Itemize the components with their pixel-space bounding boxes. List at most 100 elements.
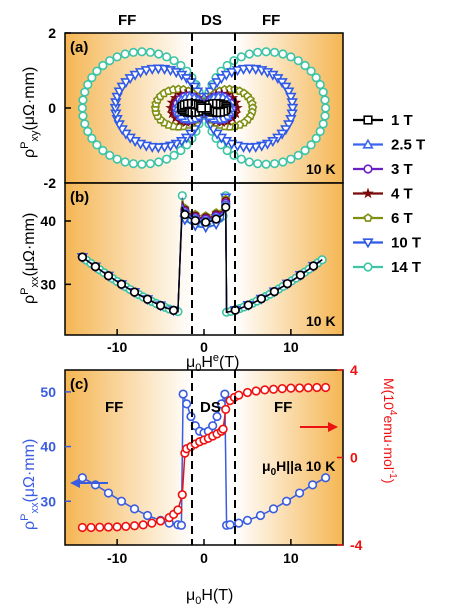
data-point bbox=[186, 411, 196, 422]
data-point bbox=[140, 66, 152, 77]
data-point bbox=[226, 139, 238, 150]
panel-a-ytick-2: 2 bbox=[48, 25, 56, 41]
data-point bbox=[244, 157, 254, 167]
data-point bbox=[169, 150, 179, 160]
data-point bbox=[269, 47, 280, 57]
legend-label: 1 T bbox=[391, 112, 413, 129]
data-point bbox=[286, 98, 298, 109]
data-point bbox=[221, 404, 231, 414]
panel-a-label: (a) bbox=[70, 39, 88, 56]
panel-c-ytick-left-label: 50 bbox=[40, 384, 56, 400]
data-point bbox=[280, 82, 292, 93]
data-point bbox=[229, 150, 239, 160]
data-point bbox=[162, 52, 172, 62]
legend-marker bbox=[363, 262, 373, 272]
data-point bbox=[237, 142, 250, 153]
panel-c-ylabel-left: ρPxx(μΩ·mm) bbox=[19, 439, 41, 530]
panel-c-label: (c) bbox=[70, 376, 88, 393]
data-point bbox=[269, 287, 279, 297]
data-point bbox=[236, 154, 246, 164]
panel-c-region-ff-left: FF bbox=[105, 399, 123, 416]
panel-c-region-ds: DS bbox=[200, 399, 221, 416]
data-point bbox=[120, 157, 130, 167]
data-point bbox=[220, 137, 233, 148]
data-point bbox=[211, 78, 223, 89]
data-point bbox=[177, 490, 187, 500]
data-point bbox=[105, 56, 115, 66]
data-point bbox=[176, 520, 187, 530]
data-point bbox=[128, 47, 139, 57]
data-point bbox=[145, 159, 155, 169]
data-point bbox=[312, 382, 322, 393]
data-point bbox=[308, 261, 319, 271]
data-point bbox=[215, 74, 228, 85]
panel-c-ytick-left-label: 40 bbox=[40, 439, 56, 455]
panel-c-xtick-label: 10 bbox=[283, 550, 299, 566]
data-point bbox=[87, 133, 97, 144]
data-point bbox=[95, 522, 105, 532]
data-point bbox=[237, 64, 250, 75]
data-point bbox=[112, 52, 122, 62]
data-point bbox=[242, 515, 253, 525]
panel-c-region-ff-right: FF bbox=[274, 399, 292, 416]
data-point bbox=[295, 270, 306, 280]
data-point bbox=[112, 522, 122, 532]
legend-label: 3 T bbox=[391, 161, 413, 178]
data-point bbox=[321, 103, 331, 113]
data-point bbox=[220, 389, 230, 399]
data-point bbox=[124, 133, 136, 144]
data-point bbox=[142, 510, 153, 521]
data-point bbox=[215, 133, 228, 144]
data-point bbox=[80, 119, 90, 129]
panel-b-ylabel: ρPxx(μΩ·mm) bbox=[19, 213, 41, 304]
legend: 1 T 2.5 T 3 T 4 T 6 T 10 T 14 T bbox=[353, 112, 425, 276]
panel-b-xtick-label: 10 bbox=[283, 339, 299, 355]
data-point bbox=[320, 111, 330, 121]
region-ds: DS bbox=[201, 12, 222, 29]
data-point bbox=[137, 159, 147, 169]
panel-a-ylabel: ρPxy(μΩ·mm) bbox=[19, 67, 41, 158]
data-point bbox=[77, 522, 87, 533]
panel-c-ff-right bbox=[235, 370, 343, 545]
data-point bbox=[229, 56, 239, 66]
legend-marker bbox=[363, 164, 373, 174]
data-point bbox=[134, 68, 147, 79]
data-point bbox=[234, 390, 244, 400]
panel-c-ytick-right-label: 4 bbox=[350, 362, 358, 378]
data-point bbox=[268, 504, 279, 514]
data-point bbox=[162, 154, 172, 164]
data-point bbox=[146, 142, 158, 153]
data-point bbox=[212, 411, 222, 422]
data-point bbox=[98, 60, 108, 71]
data-point bbox=[147, 518, 157, 528]
panel-c-annotation: μ0H||a 10 K bbox=[262, 458, 335, 478]
data-point bbox=[221, 202, 231, 212]
panel-c-ytick-right-label: 0 bbox=[350, 450, 358, 466]
region-ff-right: FF bbox=[262, 12, 280, 29]
data-point bbox=[226, 68, 238, 79]
legend-marker bbox=[363, 213, 373, 222]
data-point bbox=[261, 159, 271, 169]
data-point bbox=[146, 64, 158, 75]
data-point bbox=[286, 109, 298, 120]
data-point bbox=[201, 217, 211, 227]
data-point bbox=[315, 126, 325, 136]
panel-b-ytick-label: 40 bbox=[40, 213, 56, 229]
data-point bbox=[268, 384, 279, 394]
data-point bbox=[169, 56, 179, 66]
data-point bbox=[243, 143, 256, 154]
data-point bbox=[220, 70, 233, 81]
data-point bbox=[242, 387, 253, 398]
panel-a: (a) 10 K FF DS FF 2 0 -2 ρPxy(μΩ·mm) bbox=[19, 12, 344, 191]
legend-marker bbox=[362, 138, 374, 149]
legend-label: 2.5 T bbox=[391, 137, 425, 154]
data-point bbox=[120, 49, 130, 59]
legend-marker bbox=[362, 238, 374, 249]
panel-c-xtick-label: 0 bbox=[200, 550, 208, 566]
panel-c-xlabel: μ0H(T) bbox=[186, 587, 233, 607]
data-point bbox=[300, 145, 310, 156]
data-point bbox=[77, 252, 87, 262]
data-point bbox=[180, 210, 190, 220]
data-point bbox=[256, 294, 266, 304]
